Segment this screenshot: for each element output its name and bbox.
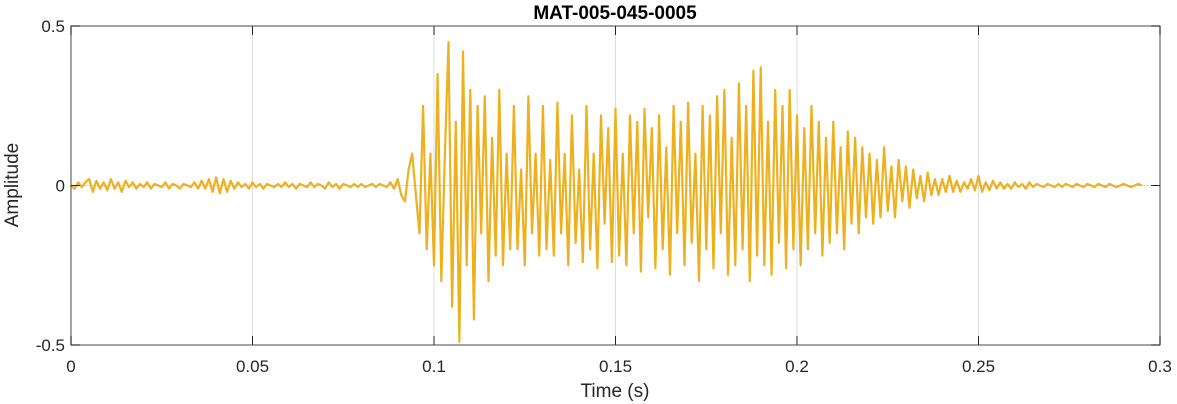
ticks: 0 0.05 0.1 0.15 0.2 0.25 0.3-0.500.5	[36, 17, 1172, 376]
chart-title: MAT-005-045-0005	[533, 3, 697, 24]
y-axis-label: Amplitude	[2, 143, 23, 228]
x-tick-label: 0.2	[785, 357, 809, 376]
x-axis-label: Time (s)	[581, 381, 650, 402]
x-tick-label: 0.25	[962, 357, 995, 376]
y-tick-label: 0	[56, 177, 65, 196]
grid	[70, 25, 1161, 346]
x-tick-label: 0.05	[236, 357, 269, 376]
x-tick-label: 0	[66, 357, 75, 376]
x-tick-label: 0.1	[422, 357, 446, 376]
waveform-line	[70, 40, 1143, 343]
x-tick-label: 0.3	[1148, 357, 1172, 376]
x-tick-label: 0.15	[599, 357, 632, 376]
y-tick-label: -0.5	[36, 336, 65, 355]
y-tick-label: 0.5	[41, 17, 65, 36]
